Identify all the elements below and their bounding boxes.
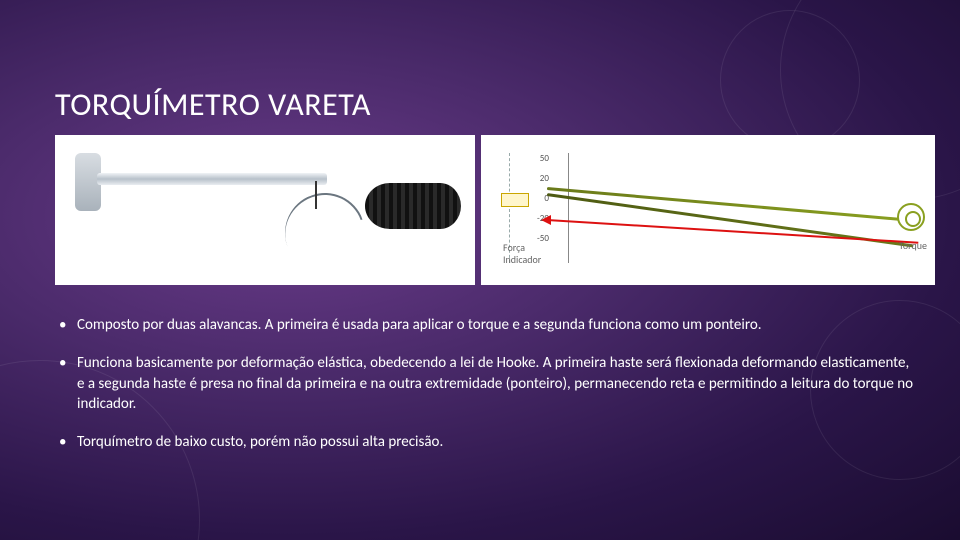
list-item: Composto por duas alavancas. A primeira … (55, 315, 920, 335)
tool-gauge-icon (285, 193, 365, 229)
tick-label: -50 (537, 229, 549, 249)
diagram-socket-icon (897, 203, 925, 231)
bullet-text: Torquímetro de baixo custo, porém não po… (77, 433, 443, 451)
diagram-pointer-beam-icon (547, 219, 918, 244)
diagram-scale-ticks: 50 20 0 -20 -50 (537, 149, 549, 249)
tool-shaft-icon (97, 173, 327, 185)
tick-label: 50 (537, 149, 549, 169)
tool-pointer-icon (315, 181, 317, 209)
diagram-indicator-box-icon (501, 193, 529, 207)
bullet-list: Composto por duas alavancas. A primeira … (55, 315, 920, 470)
tick-label: 0 (537, 189, 549, 209)
bullet-text: Funciona basicamente por deformação elás… (77, 354, 913, 413)
diagram-beam-top-icon (547, 187, 916, 222)
decorative-circle (720, 10, 860, 150)
tool-diagram-panel: 50 20 0 -20 -50 Força Indicador Torque (481, 135, 935, 285)
page-title: TORQUÍMETRO VARETA (55, 85, 371, 124)
tool-grip-icon (365, 183, 461, 229)
bullet-text: Composto por duas alavancas. A primeira … (77, 316, 762, 334)
list-item: Torquímetro de baixo custo, porém não po… (55, 432, 920, 452)
tool-photo-panel (55, 135, 475, 285)
list-item: Funciona basicamente por deformação elás… (55, 353, 920, 414)
diagram-label-torque: Torque (899, 239, 927, 252)
image-row: 50 20 0 -20 -50 Força Indicador Torque (55, 135, 935, 285)
tick-label: 20 (537, 169, 549, 189)
slide: TORQUÍMETRO VARETA 50 20 0 -20 -50 Fo (0, 0, 960, 540)
diagram-label-indicator: Indicador (503, 253, 541, 266)
